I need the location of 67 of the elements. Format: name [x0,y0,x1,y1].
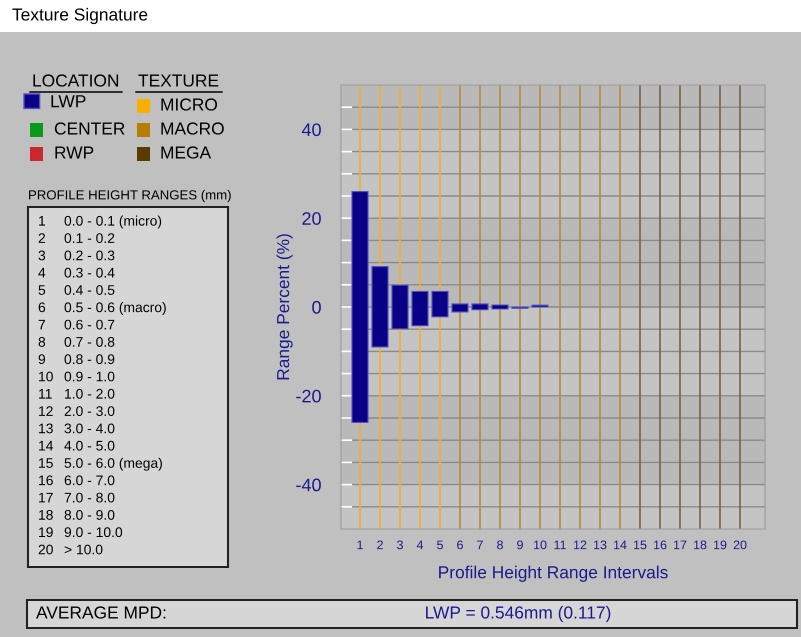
text: 8 0.7 - 0.8 [38,336,114,347]
text: PROFILE HEIGHT RANGES (mm) [29,190,231,202]
x-tick-label: 19 [714,540,726,550]
text: 7 0.6 - 0.7 [38,320,114,330]
text: LOCATION [33,74,118,87]
x-tick-label: 8 [497,540,503,550]
x-tick-label: 16 [654,540,666,550]
y-axis-title: Range Percent (%) [276,234,293,380]
bar [351,191,369,423]
text: 9 0.8 - 0.9 [38,354,114,364]
y-tick-label: -20 [296,390,321,403]
x-tick-label: 3 [397,540,403,550]
bar [391,284,409,330]
text: CENTER [54,122,125,135]
y-tick-label: 0 [312,300,321,314]
text: MICRO [161,98,218,111]
text: 2 0.1 - 0.2 [38,233,114,244]
y-tick-label: -40 [296,478,321,492]
text: MACRO [161,122,224,135]
x-tick-label: 1 [357,540,363,550]
text: 17 7.0 - 8.0 [39,492,114,503]
x-tick-label: 15 [634,540,646,550]
x-tick-label: 20 [734,540,746,550]
text: 18 8.0 - 9.0 [39,510,114,520]
x-tick-label: 13 [594,540,606,550]
x-tick-label: 6 [457,540,463,550]
x-tick-label: 17 [674,540,686,550]
x-tick-label: 18 [694,540,706,550]
bar [411,290,429,326]
x-tick-label: 9 [517,540,523,550]
x-tick-label: 2 [377,540,383,550]
x-tick-label: 4 [416,540,424,550]
text: 10 0.9 - 1.0 [39,372,114,382]
text: Texture Signature [12,8,148,24]
bar [431,290,449,318]
bar [371,266,389,348]
y-tick-label: 40 [302,123,321,136]
y-tick-label: 20 [302,212,321,225]
text: AVERAGE MPD: [36,606,166,619]
x-tick-label: 11 [554,540,566,550]
text: 15 5.0 - 6.0 (mega) [39,458,162,471]
x-tick-label: 12 [574,540,586,550]
legend-label: LWP [51,95,86,108]
text: 13 3.0 - 4.0 [39,423,114,434]
bar [451,303,469,312]
text: 12 2.0 - 3.0 [39,406,114,416]
text: MEGA [161,146,212,159]
text: 5 0.4 - 0.5 [38,285,114,295]
bar [491,304,509,310]
text: LWP = 0.546mm (0.117) [426,606,610,622]
text: 3 0.2 - 0.3 [38,250,114,260]
bar [471,303,489,310]
text: 4 0.3 - 0.4 [38,268,115,278]
text: 20 > 10.0 [38,544,102,554]
text: RWP [55,146,94,158]
x-tick-label: 14 [614,540,627,550]
x-tick-label: 7 [477,540,483,550]
text: 16 6.0 - 7.0 [39,475,114,486]
x-tick-label: 10 [534,540,546,550]
text: 19 9.0 - 10.0 [39,527,122,538]
text: TEXTURE [138,74,218,87]
text: 14 4.0 - 5.0 [39,440,114,451]
text: 1 0.0 - 0.1 (micro) [39,216,162,228]
x-tick-label: 5 [437,540,443,550]
text: 11 1.0 - 2.0 [39,388,114,399]
text: 6 0.5 - 0.6 (macro) [38,302,166,315]
x-axis-title: Profile Height Range Intervals [439,566,668,582]
